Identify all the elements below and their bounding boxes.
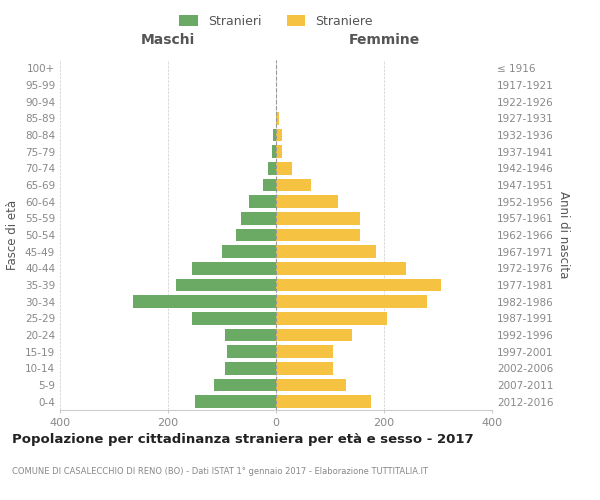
Text: Popolazione per cittadinanza straniera per età e sesso - 2017: Popolazione per cittadinanza straniera p… — [12, 432, 473, 446]
Bar — [276, 396, 371, 408]
Bar — [249, 196, 276, 208]
Text: Maschi: Maschi — [141, 32, 195, 46]
Bar — [276, 346, 332, 358]
Bar — [276, 312, 387, 324]
Bar — [274, 129, 276, 141]
Bar — [193, 262, 276, 274]
Bar — [276, 146, 283, 158]
Bar — [195, 396, 276, 408]
Bar — [276, 262, 406, 274]
Bar — [276, 362, 332, 374]
Bar — [276, 329, 352, 341]
Bar — [276, 129, 283, 141]
Bar — [225, 329, 276, 341]
Bar — [276, 112, 278, 124]
Bar — [222, 246, 276, 258]
Bar — [176, 279, 276, 291]
Text: COMUNE DI CASALECCHIO DI RENO (BO) - Dati ISTAT 1° gennaio 2017 - Elaborazione T: COMUNE DI CASALECCHIO DI RENO (BO) - Dat… — [12, 468, 428, 476]
Bar — [263, 179, 276, 192]
Y-axis label: Fasce di età: Fasce di età — [7, 200, 19, 270]
Bar — [276, 279, 440, 291]
Bar — [276, 212, 360, 224]
Bar — [272, 146, 276, 158]
Legend: Stranieri, Straniere: Stranieri, Straniere — [176, 11, 377, 32]
Bar — [276, 229, 360, 241]
Bar — [133, 296, 276, 308]
Bar — [235, 229, 276, 241]
Bar — [276, 162, 292, 174]
Bar — [276, 179, 311, 192]
Bar — [276, 196, 338, 208]
Bar — [276, 246, 376, 258]
Bar — [241, 212, 276, 224]
Bar — [268, 162, 276, 174]
Text: Femmine: Femmine — [349, 32, 419, 46]
Bar — [276, 296, 427, 308]
Bar — [214, 379, 276, 391]
Y-axis label: Anni di nascita: Anni di nascita — [557, 192, 570, 278]
Bar — [227, 346, 276, 358]
Bar — [276, 379, 346, 391]
Bar — [193, 312, 276, 324]
Bar — [225, 362, 276, 374]
